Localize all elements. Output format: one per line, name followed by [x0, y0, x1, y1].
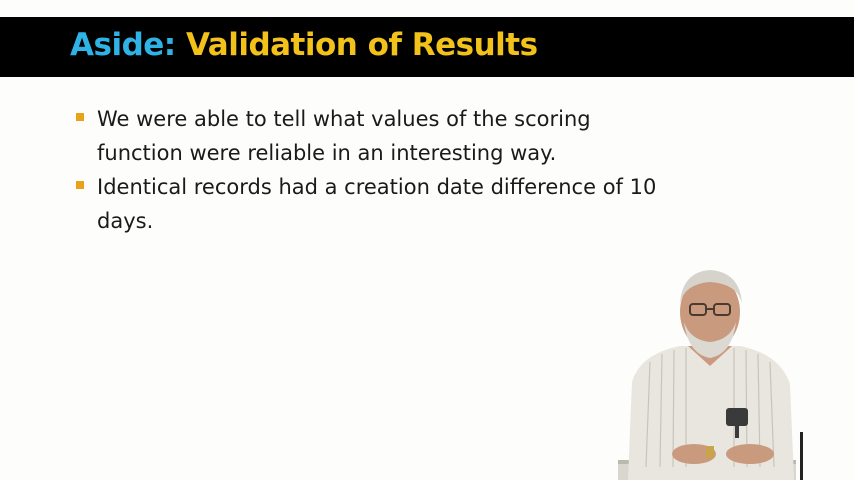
bullet-text: Identical records had a creation date di…	[97, 175, 657, 233]
bullet-marker-icon	[76, 181, 84, 189]
slide-title-prefix: Aside:	[70, 27, 176, 63]
bullet-item: Identical records had a creation date di…	[76, 170, 676, 238]
title-bar: Aside: Validation of Results	[0, 17, 854, 77]
bullet-item: We were able to tell what values of the …	[76, 102, 676, 170]
slide-title-main: Validation of Results	[175, 27, 538, 63]
bullet-text: We were able to tell what values of the …	[97, 107, 591, 165]
slide-title: Aside: Validation of Results	[70, 25, 538, 65]
bullet-list: We were able to tell what values of the …	[76, 102, 676, 238]
speaker-image	[618, 270, 803, 480]
bullet-marker-icon	[76, 113, 84, 121]
